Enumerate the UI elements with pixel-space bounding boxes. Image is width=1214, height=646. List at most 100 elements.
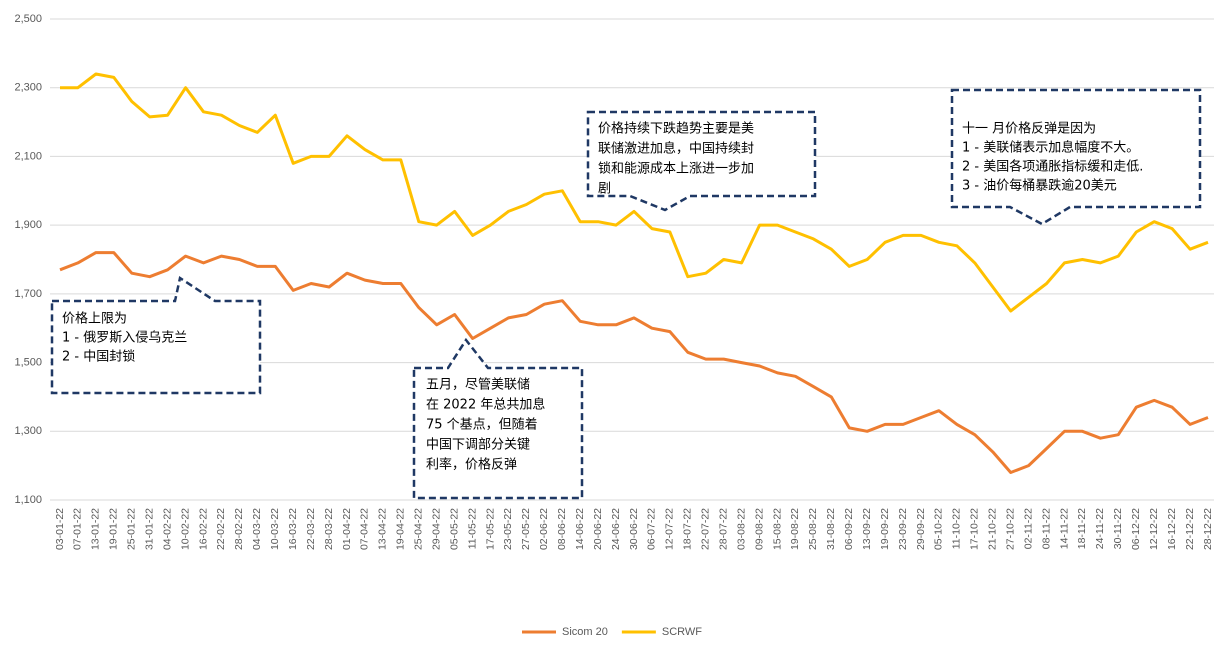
x-tick-label: 28-12-22 [1202, 508, 1214, 550]
x-tick-label: 17-05-22 [484, 508, 496, 550]
annotation-text: 锁和能源成本上涨进一步加 [598, 161, 754, 177]
x-tick-label: 28-02-22 [233, 508, 245, 550]
x-tick-label: 25-08-22 [807, 508, 819, 550]
y-tick-label: 2,100 [14, 150, 42, 162]
x-tick-label: 07-01-22 [72, 508, 84, 550]
x-tick-label: 05-10-22 [933, 508, 945, 550]
annotation-text: 75 个基点，但随着 [426, 417, 538, 433]
x-tick-label: 21-10-22 [987, 508, 999, 550]
x-tick-label: 19-04-22 [395, 508, 407, 550]
x-tick-label: 09-08-22 [753, 508, 765, 550]
x-tick-label: 22-12-22 [1184, 508, 1196, 550]
x-tick-label: 28-03-22 [323, 508, 335, 550]
x-tick-label: 31-01-22 [143, 508, 155, 550]
x-tick-label: 24-06-22 [610, 508, 622, 550]
x-tick-label: 08-06-22 [556, 508, 568, 550]
lines [59, 72, 1209, 474]
x-tick-label: 30-11-22 [1112, 508, 1124, 549]
legend-label: Sicom 20 [562, 626, 608, 638]
annotation-text: 中国下调部分关键 [426, 438, 530, 453]
x-tick-label: 13-09-22 [861, 508, 873, 550]
x-tick-label: 11-10-22 [951, 508, 963, 549]
x-tick-label: 13-04-22 [377, 508, 389, 550]
x-tick-label: 18-11-22 [1076, 508, 1088, 549]
y-tick-label: 2,500 [14, 13, 42, 25]
annotation-text: 2 - 中国封锁 [62, 349, 135, 365]
x-tick-label: 10-02-22 [179, 508, 191, 550]
x-tick-label: 29-04-22 [430, 508, 442, 550]
x-tick-label: 08-11-22 [1040, 508, 1052, 549]
annotation-text: 2 - 美国各项通胀指标缓和走低. [962, 159, 1143, 175]
x-tick-label: 27-05-22 [520, 508, 532, 550]
x-tick-label: 12-12-22 [1148, 508, 1160, 550]
annotation: 五月，尽管美联储 在 2022 年总共加息 75 个基点，但随着 中国下调部分关… [412, 337, 584, 500]
x-tick-label: 31-08-22 [825, 508, 837, 550]
x-tick-label: 04-03-22 [251, 508, 263, 550]
x-tick-label: 13-01-22 [90, 508, 102, 550]
annotation-text: 利率，价格反弹 [426, 457, 517, 473]
x-tick-label: 02-11-22 [1022, 508, 1034, 549]
x-tick-label: 10-03-22 [269, 508, 281, 550]
x-tick-label: 29-09-22 [915, 508, 927, 550]
x-tick-label: 17-10-22 [969, 508, 981, 550]
y-tick-label: 2,300 [14, 82, 42, 94]
legend: Sicom 20 SCRWF [522, 626, 702, 638]
annotation: 十一 月价格反弹是因为 1 - 美联储表示加息幅度不大。 2 - 美国各项通胀指… [950, 88, 1202, 226]
x-tick-label: 25-04-22 [413, 508, 425, 550]
x-tick-label: 14-06-22 [574, 508, 586, 550]
annotation: 价格上限为 1 - 俄罗斯入侵乌克兰 2 - 中国封锁 [50, 275, 262, 395]
x-tick-label: 06-07-22 [646, 508, 658, 550]
y-tick-label: 1,300 [14, 425, 42, 437]
series-line [60, 72, 1209, 313]
x-tick-label: 16-03-22 [287, 508, 299, 550]
annotation-text: 联储激进加息，中国持续封 [598, 141, 754, 157]
annotation-text: 在 2022 年总共加息 [426, 397, 545, 413]
x-tick-label: 16-02-22 [197, 508, 209, 550]
x-tick-label: 04-02-22 [161, 508, 173, 550]
y-tick-label: 1,700 [14, 288, 42, 300]
x-tick-label: 03-01-22 [54, 508, 66, 550]
x-tick-label: 14-11-22 [1058, 508, 1070, 549]
x-tick-label: 27-10-22 [1004, 508, 1016, 550]
annotation-text: 十一 月价格反弹是因为 [962, 121, 1096, 137]
x-tick-label: 28-07-22 [717, 508, 729, 550]
x-tick-label: 06-09-22 [843, 508, 855, 550]
annotation-text: 价格上限为 [62, 311, 127, 327]
x-tick-label: 16-12-22 [1166, 508, 1178, 550]
y-tick-label: 1,900 [14, 219, 42, 231]
x-tick-label: 22-03-22 [305, 508, 317, 550]
legend-label: SCRWF [662, 626, 702, 638]
annotation-text: 五月，尽管美联储 [426, 378, 530, 393]
annotation-text: 价格持续下跌趋势主要是美 [598, 121, 754, 137]
x-tick-label: 03-08-22 [735, 508, 747, 550]
x-tick-label: 30-06-22 [628, 508, 640, 550]
x-tick-label: 05-05-22 [448, 508, 460, 550]
grid: 1,100 1,300 1,500 1,700 1,900 2,100 2,300 2,500… [14, 13, 1214, 550]
x-tick-label: 11-05-22 [466, 508, 478, 549]
series-line [59, 251, 1209, 474]
x-tick-label: 20-06-22 [592, 508, 604, 550]
x-tick-label: 23-05-22 [502, 508, 514, 550]
annotation-text: 1 - 美联储表示加息幅度不大。 [962, 140, 1139, 156]
x-tick-label: 25-01-22 [126, 508, 138, 550]
annotation-box [586, 110, 817, 212]
x-tick-label: 19-09-22 [879, 508, 891, 550]
annotation-box [412, 337, 584, 500]
x-tick-label: 23-09-22 [897, 508, 909, 550]
x-tick-label: 22-02-22 [215, 508, 227, 550]
x-tick-label: 19-01-22 [108, 508, 120, 550]
annotation: 价格持续下跌趋势主要是美 联储激进加息，中国持续封 锁和能源成本上涨进一步加 剧 [586, 110, 817, 212]
x-tick-label: 19-08-22 [789, 508, 801, 550]
x-tick-label: 18-07-22 [682, 508, 694, 550]
x-tick-label: 06-12-22 [1130, 508, 1142, 550]
y-tick-label: 1,500 [14, 356, 42, 368]
x-tick-label: 15-08-22 [771, 508, 783, 550]
x-tick-label: 01-04-22 [341, 508, 353, 550]
annotation-text: 1 - 俄罗斯入侵乌克兰 [62, 330, 187, 346]
annotation-text: 3 - 油价每桶暴跌逾20美元 [962, 178, 1117, 194]
annotation-box [950, 88, 1202, 226]
x-tick-label: 07-04-22 [359, 508, 371, 550]
y-tick-label: 1,100 [14, 494, 42, 506]
x-tick-label: 24-11-22 [1094, 508, 1106, 549]
